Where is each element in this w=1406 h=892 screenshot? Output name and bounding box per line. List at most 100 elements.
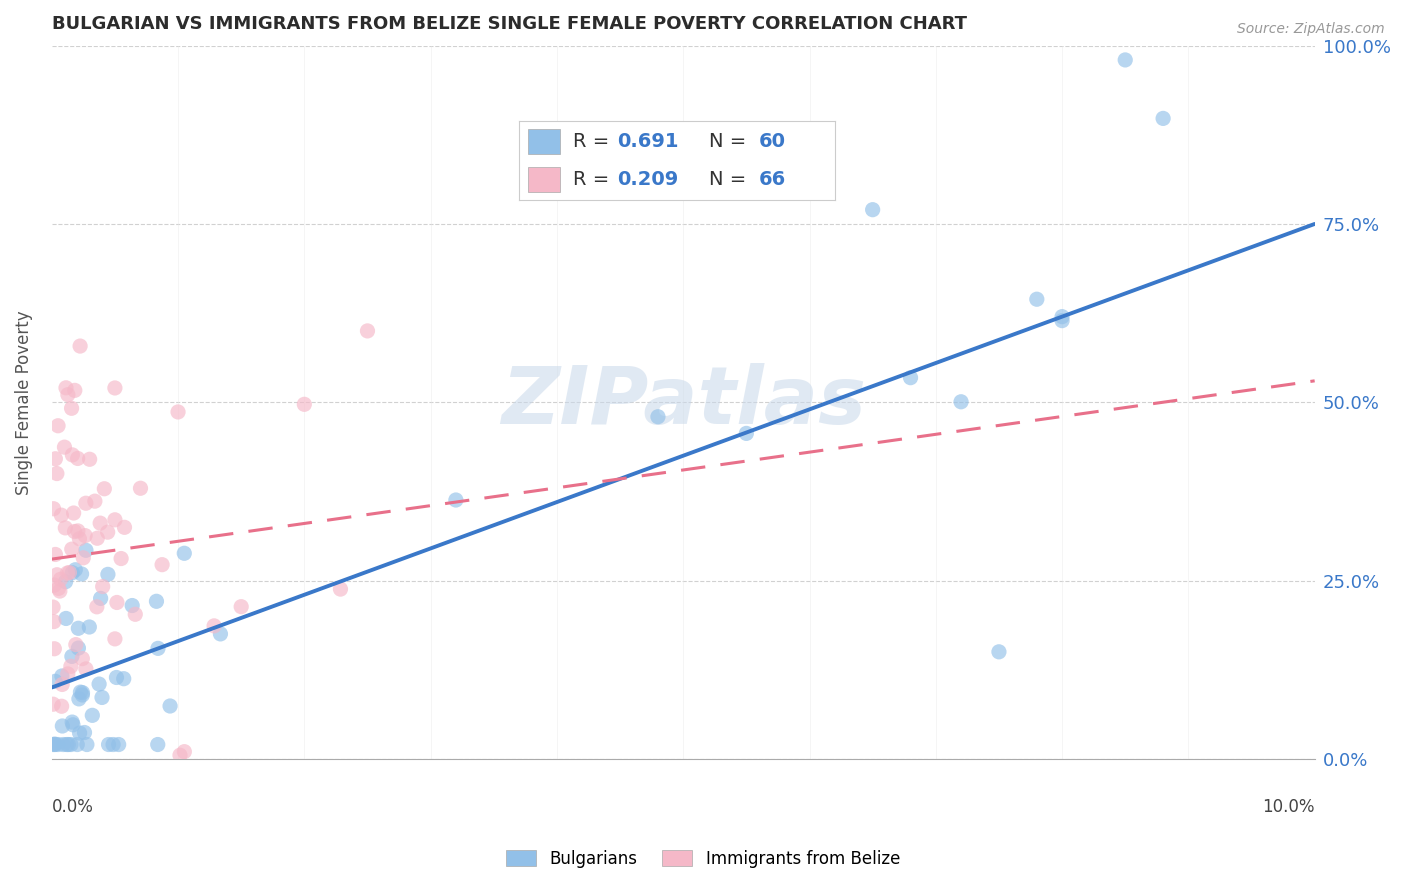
Point: [129, 481, 152, 495]
Point: [75, 543, 97, 558]
Point: [49, 572, 72, 586]
Point: [86, 599, 108, 614]
Point: [1050, 313, 1073, 327]
Point: [59, 738, 82, 752]
Point: [55, 574, 77, 589]
Y-axis label: Single Female Poverty: Single Female Poverty: [15, 310, 32, 494]
Point: [67, 641, 90, 656]
Point: [44, 674, 66, 689]
Point: [59, 659, 82, 673]
Text: ZIPatlas: ZIPatlas: [501, 363, 866, 442]
Point: [63, 384, 86, 398]
Point: [60, 649, 83, 664]
Point: [51, 508, 73, 523]
Point: [231, 599, 253, 614]
Point: [72, 685, 94, 699]
Point: [150, 558, 173, 572]
Point: [44, 451, 66, 466]
Text: R =: R =: [572, 169, 616, 189]
Point: [735, 426, 758, 441]
Point: [42, 738, 65, 752]
Point: [55, 381, 77, 395]
Point: [124, 607, 146, 622]
Point: [1152, 112, 1174, 126]
Point: [107, 738, 129, 752]
Point: [159, 698, 181, 713]
Point: [72, 651, 94, 665]
Point: [209, 627, 232, 641]
Bar: [529, 167, 560, 192]
Text: R =: R =: [572, 132, 616, 151]
Point: [69, 339, 91, 353]
Point: [56, 387, 79, 401]
Point: [45, 467, 67, 481]
Point: [110, 551, 132, 566]
Point: [105, 595, 128, 609]
Point: [65, 563, 87, 577]
Point: [67, 691, 90, 706]
Point: [67, 621, 90, 635]
Point: [60, 566, 83, 580]
Point: [173, 745, 195, 759]
Point: [987, 645, 1010, 659]
Point: [950, 394, 973, 409]
Point: [60, 448, 83, 462]
Point: [46, 738, 69, 752]
Point: [356, 324, 378, 338]
Point: [90, 591, 112, 606]
Point: [169, 748, 191, 763]
Point: [66, 738, 89, 752]
Point: [75, 496, 97, 510]
Point: [56, 566, 79, 580]
Legend: Bulgarians, Immigrants from Belize: Bulgarians, Immigrants from Belize: [499, 844, 907, 875]
Point: [75, 662, 97, 676]
Point: [1050, 310, 1073, 324]
Point: [76, 738, 98, 752]
Point: [58, 566, 80, 580]
Point: [105, 671, 128, 685]
Point: [1114, 53, 1136, 67]
Point: [66, 524, 89, 538]
Point: [51, 719, 73, 733]
Point: [79, 620, 101, 634]
Point: [97, 525, 120, 540]
Point: [60, 715, 83, 730]
Point: [75, 528, 97, 542]
Point: [46, 567, 69, 582]
Point: [93, 482, 115, 496]
Point: [60, 542, 83, 557]
Point: [72, 550, 94, 565]
Point: [44, 737, 66, 751]
Point: [112, 672, 135, 686]
Point: [62, 506, 84, 520]
Point: [58, 738, 80, 752]
Point: [55, 611, 77, 625]
Point: [44, 548, 66, 562]
Point: [97, 567, 120, 582]
Point: [67, 532, 90, 546]
Text: N =: N =: [709, 132, 752, 151]
Point: [69, 726, 91, 740]
Point: [65, 638, 87, 652]
Point: [145, 594, 167, 608]
Point: [104, 632, 127, 646]
Point: [69, 685, 91, 699]
Point: [104, 381, 127, 395]
Point: [46, 418, 69, 433]
Point: [173, 546, 195, 560]
Point: [329, 582, 352, 596]
Point: [53, 521, 76, 535]
Point: [83, 494, 105, 508]
Text: 10.0%: 10.0%: [1263, 798, 1315, 816]
Point: [202, 619, 225, 633]
Point: [862, 202, 884, 217]
Text: N =: N =: [709, 169, 752, 189]
Point: [101, 738, 124, 752]
Point: [86, 531, 108, 545]
Point: [647, 409, 669, 424]
Point: [44, 578, 66, 592]
Text: 0.209: 0.209: [617, 169, 678, 189]
Point: [97, 738, 120, 752]
Point: [1025, 292, 1047, 306]
Point: [72, 688, 94, 702]
